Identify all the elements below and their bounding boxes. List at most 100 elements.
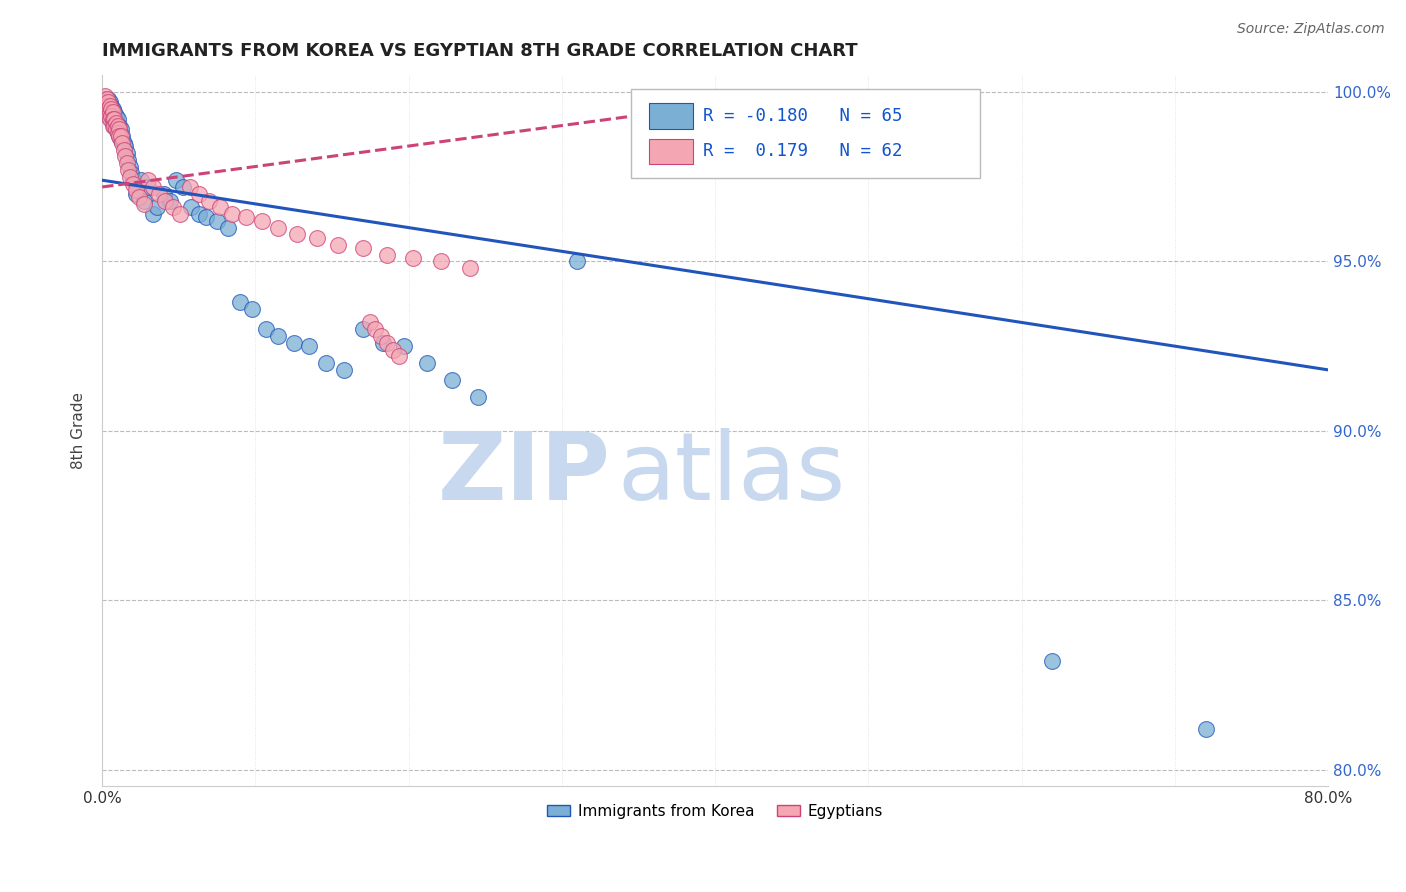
Point [382,343,405,357]
Point [267,329,290,343]
Point [179,180,201,194]
Text: R = -0.180   N = 65: R = -0.180 N = 65 [703,107,903,125]
Point [229,295,252,310]
Point [371,335,394,350]
Point [440,373,463,387]
Point [114,149,136,163]
Point [254,322,277,336]
Point [375,248,398,262]
Point [117,163,139,178]
Point [110,132,132,146]
Point [121,177,143,191]
Point [187,186,209,201]
Point [98,95,121,110]
Point [221,207,243,221]
Point [108,129,131,144]
Point [125,186,148,201]
Point [209,200,232,214]
Point [100,98,122,112]
Point [328,237,350,252]
Point [283,335,305,350]
Point [153,194,176,208]
Point [97,102,120,116]
Y-axis label: 8th Grade: 8th Grade [72,392,86,469]
Point [107,119,129,133]
Point [120,166,142,180]
Point [117,153,139,167]
Point [132,197,155,211]
Point [110,122,132,136]
Point [375,335,398,350]
Point [103,112,125,127]
Point [97,109,120,123]
Point [96,102,118,116]
Text: R =  0.179   N = 62: R = 0.179 N = 62 [703,143,903,161]
Point [107,126,129,140]
Point [103,115,125,129]
FancyBboxPatch shape [650,138,693,164]
Point [267,220,290,235]
Point [94,92,117,106]
Point [125,183,148,197]
Point [115,156,138,170]
Point [94,88,117,103]
Point [100,109,122,123]
Point [198,194,221,208]
Point [101,105,124,120]
Point [146,200,169,214]
Point [128,190,150,204]
Point [285,227,308,242]
Point [205,214,228,228]
Point [97,92,120,106]
Point [242,301,264,316]
Point [105,109,128,123]
Point [136,173,159,187]
FancyBboxPatch shape [630,89,980,178]
Point [148,186,170,201]
Point [132,194,155,208]
Point [467,390,489,404]
Point [136,180,159,194]
Point [298,339,321,353]
Point [98,112,121,127]
Point [364,322,387,336]
Point [159,194,181,208]
Point [392,339,415,353]
Point [430,254,453,268]
Point [567,254,589,268]
Point [305,231,328,245]
Point [165,173,187,187]
Point [103,119,125,133]
Point [108,122,131,136]
Point [402,251,425,265]
Legend: Immigrants from Korea, Egyptians: Immigrants from Korea, Egyptians [541,797,889,825]
Point [112,143,135,157]
Point [105,115,128,129]
Text: Source: ZipAtlas.com: Source: ZipAtlas.com [1237,22,1385,37]
Point [101,109,124,123]
Point [352,241,374,255]
Point [142,180,165,194]
Point [1040,654,1063,668]
Point [187,207,209,221]
Point [152,186,174,201]
FancyBboxPatch shape [650,103,693,128]
Point [110,129,132,144]
Point [388,349,411,363]
Point [162,200,184,214]
Point [416,356,439,370]
Point [112,136,135,150]
Point [315,356,337,370]
Point [114,139,136,153]
Point [97,105,120,120]
Point [217,220,239,235]
Point [107,126,129,140]
Point [107,112,129,127]
Point [101,112,124,127]
Point [370,329,392,343]
Point [250,214,273,228]
Point [100,102,122,116]
Text: IMMIGRANTS FROM KOREA VS EGYPTIAN 8TH GRADE CORRELATION CHART: IMMIGRANTS FROM KOREA VS EGYPTIAN 8TH GR… [103,42,858,60]
Text: atlas: atlas [617,427,845,519]
Point [118,160,141,174]
